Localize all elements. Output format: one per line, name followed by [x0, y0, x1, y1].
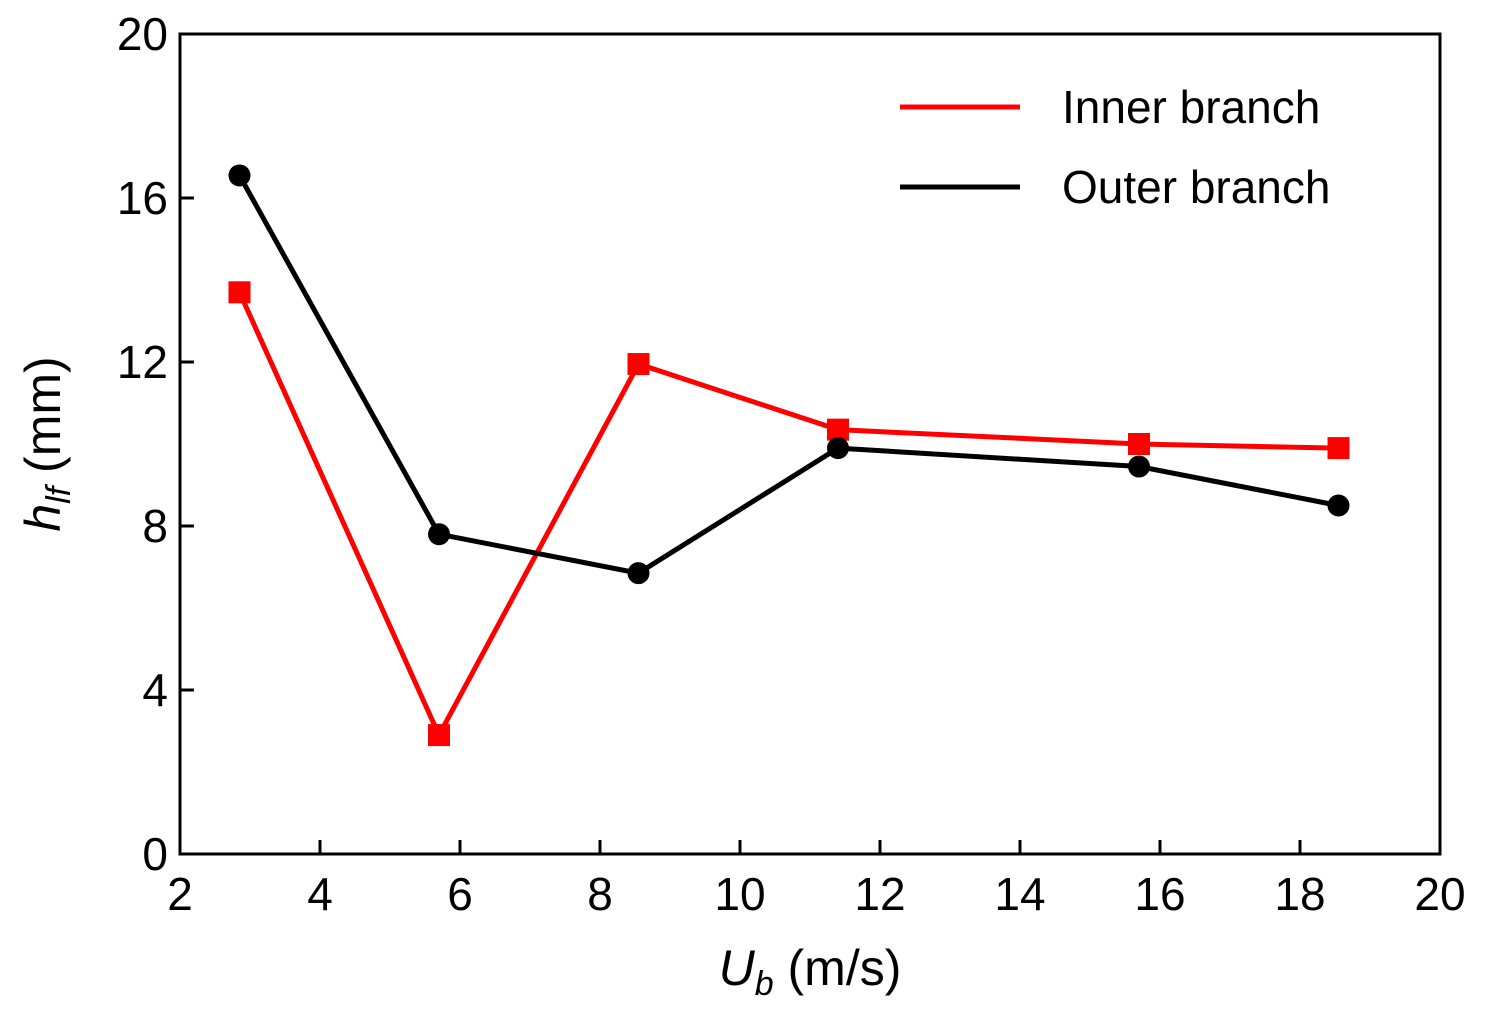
x-axis-label: Ub (m/s) [719, 940, 902, 1003]
data-point-inner-branch [827, 418, 849, 441]
data-point-inner-branch [1128, 433, 1150, 455]
y-axis-label: hlf (mm) [15, 356, 78, 531]
axis-ticks: 2 4 6 8 10 12 14 16 18 20 0 4 8 12 16 20 [117, 8, 1466, 920]
data-point-outer-branch [228, 164, 251, 187]
x-tick-label: 10 [714, 868, 765, 920]
x-tick-label: 14 [994, 868, 1045, 920]
data-point-inner-branch [627, 353, 650, 376]
x-tick-label: 6 [447, 868, 473, 920]
x-tick-label: 2 [167, 868, 193, 920]
series-group [228, 164, 1350, 747]
x-tick-label: 8 [587, 868, 613, 920]
data-point-outer-branch [428, 523, 450, 546]
x-axis-unit: (m/s) [774, 940, 902, 996]
data-point-outer-branch [827, 437, 849, 460]
data-point-outer-branch [1128, 455, 1150, 478]
y-tick-label: 12 [117, 336, 168, 388]
y-tick-label: 20 [117, 8, 168, 60]
data-point-outer-branch [627, 562, 650, 585]
x-tick-label: 18 [1274, 868, 1325, 920]
legend-label: Inner branch [1062, 81, 1320, 133]
y-tick-label: 4 [142, 664, 168, 716]
y-axis-symbol: h [15, 504, 71, 532]
y-tick-label: 16 [117, 172, 168, 224]
y-axis-unit: (mm) [15, 356, 71, 487]
series-line-outer-branch [237, 174, 1339, 576]
series-line-inner-branch [237, 291, 1339, 738]
y-tick-label: 8 [142, 500, 168, 552]
data-point-inner-branch [428, 724, 450, 747]
x-tick-label: 16 [1134, 868, 1185, 920]
x-tick-label: 12 [854, 868, 905, 920]
x-tick-label: 4 [307, 868, 333, 920]
legend-label: Outer branch [1062, 161, 1330, 213]
x-tick-label: 20 [1414, 868, 1465, 920]
x-axis-subscript: b [755, 965, 774, 1003]
y-tick-label: 0 [142, 828, 168, 880]
x-axis-symbol: U [719, 940, 756, 996]
data-point-inner-branch [1327, 437, 1350, 460]
data-point-outer-branch [1327, 494, 1350, 517]
legend: Inner branch Outer branch [900, 81, 1330, 213]
plot-frame [178, 32, 1442, 856]
y-axis-subscript: lf [40, 483, 78, 504]
data-point-inner-branch [228, 281, 251, 304]
